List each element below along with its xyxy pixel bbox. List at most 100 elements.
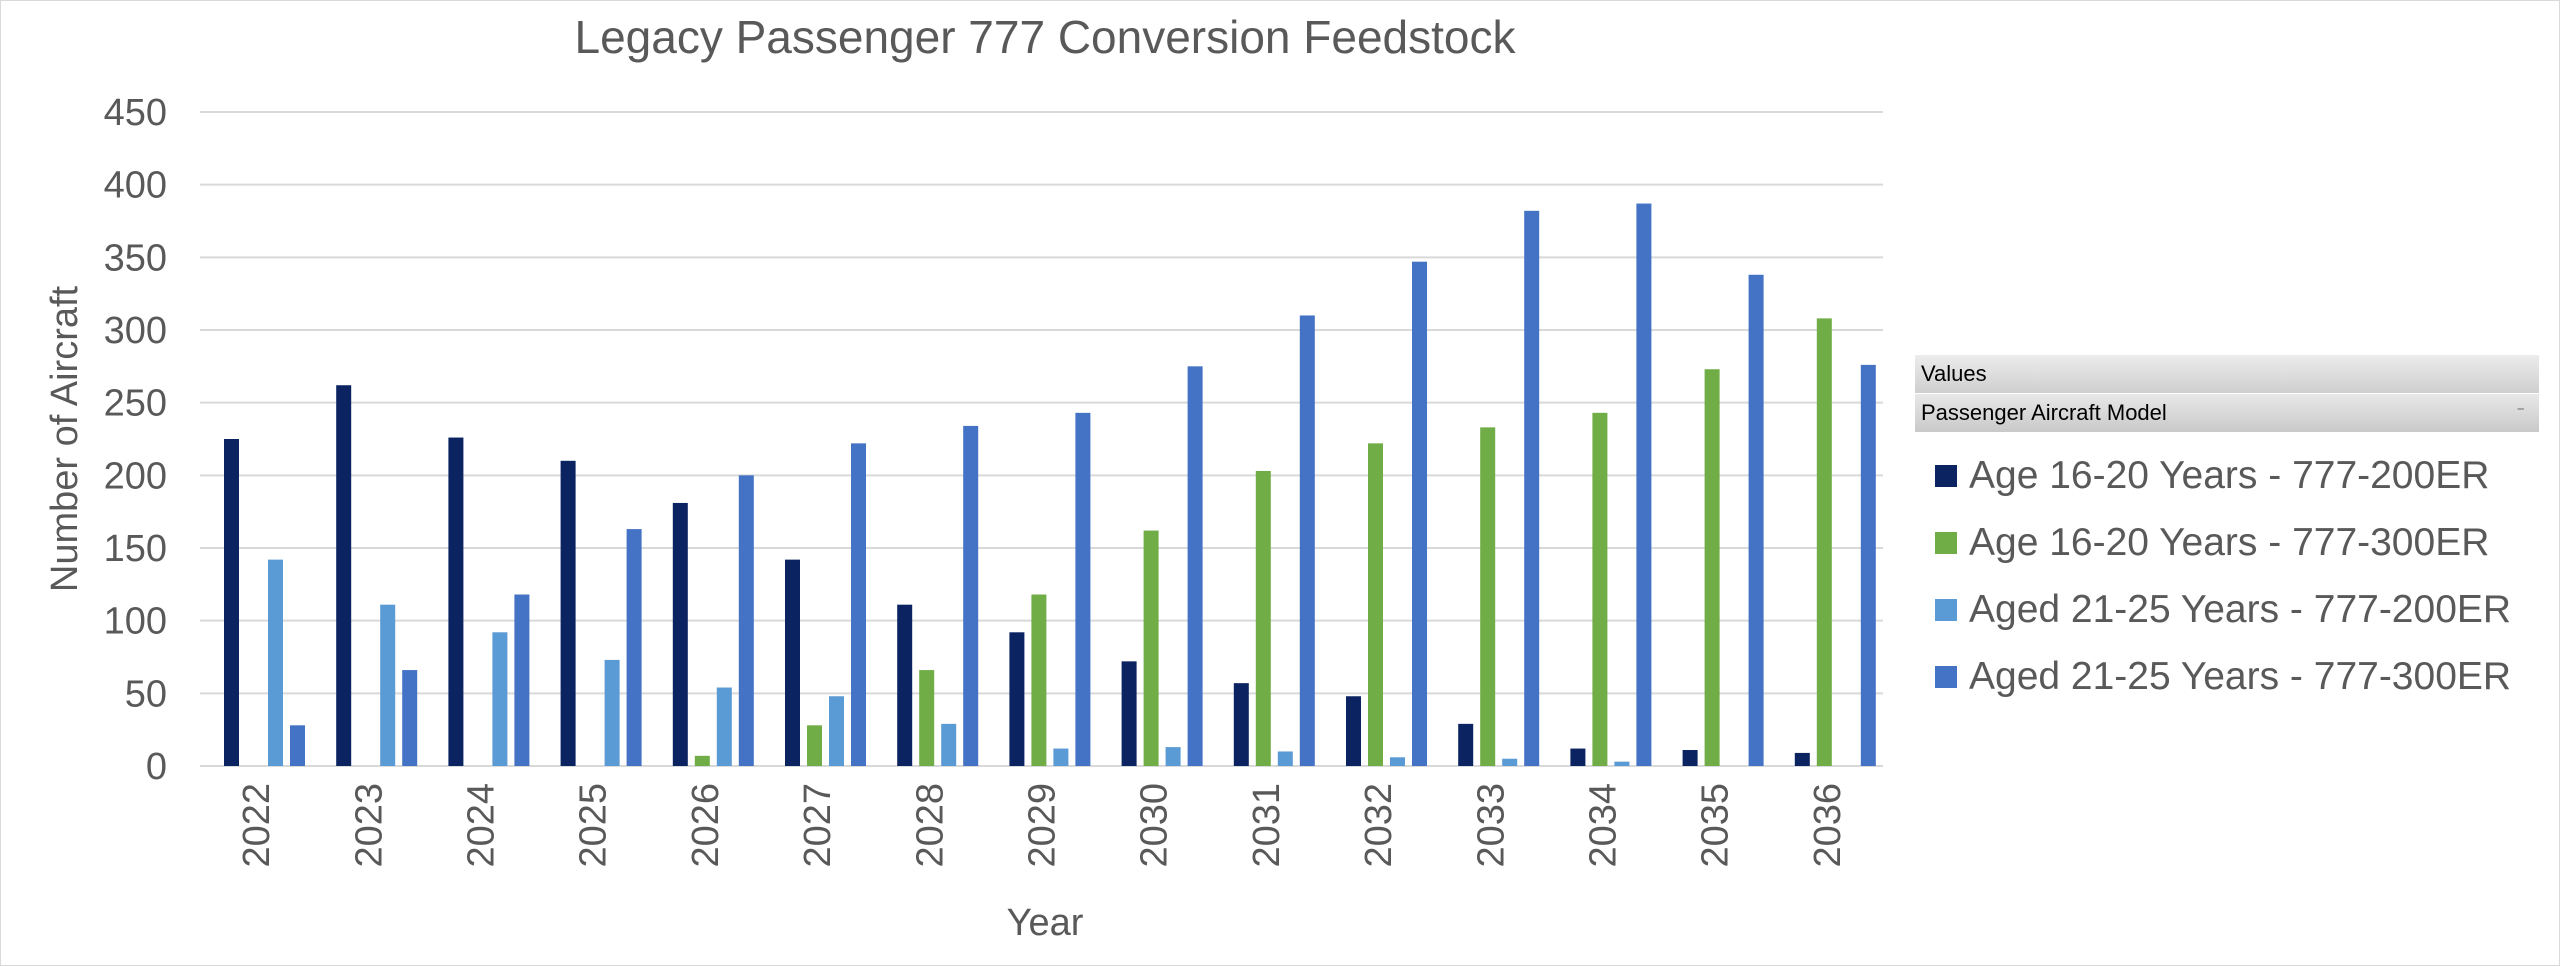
x-tick-label: 2027	[797, 783, 839, 868]
bar-2026-series-3	[716, 687, 732, 766]
bar-2026-series-2	[694, 755, 710, 766]
legend-item: Aged 21-25 Years - 777-300ER	[1915, 643, 2539, 710]
bar-2025-series-4	[626, 529, 642, 766]
y-tick-label: 400	[104, 165, 167, 207]
x-tick-label: 2026	[685, 783, 727, 868]
bar-2027-series-2	[807, 725, 822, 766]
bar-2036-series-1	[1794, 752, 1810, 766]
bar-2023-series-3	[380, 604, 396, 766]
x-tick-label: 2036	[1807, 783, 1849, 868]
bar-2029-series-1	[1009, 632, 1025, 766]
y-tick-label: 100	[104, 601, 167, 643]
bar-2029-series-3	[1053, 748, 1069, 766]
x-tick-label: 2030	[1134, 783, 1176, 868]
legend: Age 16-20 Years - 777-200ER Age 16-20 Ye…	[1915, 442, 2539, 710]
bar-2033-series-2	[1480, 427, 1496, 766]
pivot-values-label: Values	[1921, 361, 1987, 386]
bar-2030-series-3	[1165, 747, 1181, 766]
bar-2028-series-4	[963, 425, 979, 766]
x-tick-label: 2024	[461, 783, 503, 868]
bar-2022-series-3	[268, 559, 283, 766]
x-axis-title: Year	[1007, 902, 1084, 944]
legend-item: Age 16-20 Years - 777-200ER	[1915, 442, 2539, 509]
pivot-values-button[interactable]: Values	[1915, 355, 2539, 394]
x-axis-ticks: 2022 2023 2024 2025 2026 2027 2028 2029 2030 2031…	[236, 783, 1849, 868]
x-tick-label: 2034	[1583, 783, 1625, 868]
bar-2025-series-1	[560, 460, 576, 766]
bar-2036-series-4	[1860, 364, 1876, 766]
bar-2022-series-4	[290, 725, 305, 766]
x-tick-label: 2023	[348, 783, 390, 868]
legend-swatch	[1935, 464, 1957, 487]
x-tick-label: 2035	[1695, 783, 1737, 868]
x-tick-label: 2029	[1022, 783, 1064, 868]
bar-2034-series-1	[1570, 748, 1586, 766]
legend-panel: Values Passenger Aircraft Model ⁻ Age 16…	[1915, 355, 2539, 710]
pivot-field-button[interactable]: Passenger Aircraft Model ⁻	[1915, 394, 2539, 432]
bar-2031-series-2	[1255, 470, 1271, 766]
bar-2022-series-1	[224, 439, 239, 766]
legend-item: Aged 21-25 Years - 777-200ER	[1915, 576, 2539, 643]
y-tick-label: 250	[104, 383, 167, 425]
bar-2024-series-4	[514, 594, 530, 766]
bar-2030-series-1	[1121, 661, 1137, 766]
bar-2029-series-2	[1031, 594, 1047, 766]
bar-2027-series-4	[851, 443, 866, 766]
bar-2033-series-4	[1524, 210, 1540, 766]
y-tick-label: 450	[104, 92, 167, 134]
legend-swatch	[1935, 598, 1957, 621]
bar-2035-series-4	[1748, 274, 1764, 766]
bar-2024-series-3	[492, 632, 508, 766]
bar-2031-series-4	[1299, 315, 1315, 766]
y-tick-label: 50	[125, 673, 167, 715]
y-tick-label: 300	[104, 310, 167, 352]
bar-2032-series-3	[1390, 757, 1405, 766]
legend-label: Age 16-20 Years - 777-200ER	[1969, 453, 2490, 497]
pivot-field-label: Passenger Aircraft Model	[1921, 400, 2167, 425]
bar-2024-series-1	[448, 437, 464, 766]
y-tick-label: 200	[104, 455, 167, 497]
bar-2035-series-2	[1704, 369, 1720, 766]
bar-2032-series-2	[1368, 443, 1383, 766]
bar-2030-series-4	[1187, 366, 1203, 766]
bar-2031-series-1	[1233, 683, 1249, 766]
bar-2026-series-1	[672, 502, 688, 766]
legend-item: Age 16-20 Years - 777-300ER	[1915, 509, 2539, 576]
legend-swatch	[1935, 531, 1957, 554]
bar-2032-series-4	[1412, 261, 1427, 766]
bar-2034-series-3	[1614, 761, 1630, 766]
bar-2027-series-1	[785, 559, 800, 766]
chart-title: Legacy Passenger 777 Conversion Feedstoc…	[574, 11, 1516, 63]
bar-2036-series-2	[1816, 318, 1832, 766]
dropdown-arrow-icon[interactable]: ⁻	[2516, 404, 2525, 421]
y-tick-label: 150	[104, 528, 167, 570]
legend-label: Aged 21-25 Years - 777-200ER	[1969, 587, 2512, 631]
x-tick-label: 2032	[1358, 783, 1400, 868]
bar-2023-series-4	[402, 670, 418, 766]
x-tick-label: 2031	[1246, 783, 1288, 868]
bar-2031-series-3	[1277, 751, 1293, 766]
x-tick-label: 2022	[236, 783, 278, 868]
bar-2035-series-1	[1682, 750, 1698, 766]
x-tick-label: 2025	[573, 783, 615, 868]
bar-2028-series-3	[941, 723, 957, 766]
bar-2026-series-4	[738, 475, 754, 766]
y-tick-label: 0	[146, 746, 167, 788]
bar-2023-series-1	[336, 385, 352, 766]
bar-2028-series-1	[897, 604, 913, 766]
bar-2029-series-4	[1075, 412, 1091, 766]
bar-2027-series-3	[829, 696, 844, 766]
legend-label: Age 16-20 Years - 777-300ER	[1969, 520, 2490, 564]
bar-2033-series-1	[1458, 723, 1474, 766]
x-tick-label: 2028	[909, 783, 951, 868]
y-axis-title: Number of Aircraft	[44, 285, 86, 592]
y-axis-ticks: 0 50 100 150 200 250 300 350 400 450	[104, 92, 167, 788]
legend-swatch	[1935, 665, 1957, 688]
bar-2034-series-4	[1636, 203, 1652, 766]
bar-2028-series-2	[919, 670, 935, 766]
bar-2025-series-3	[604, 659, 620, 766]
bar-2033-series-3	[1502, 758, 1518, 766]
bar-2030-series-2	[1143, 530, 1159, 766]
